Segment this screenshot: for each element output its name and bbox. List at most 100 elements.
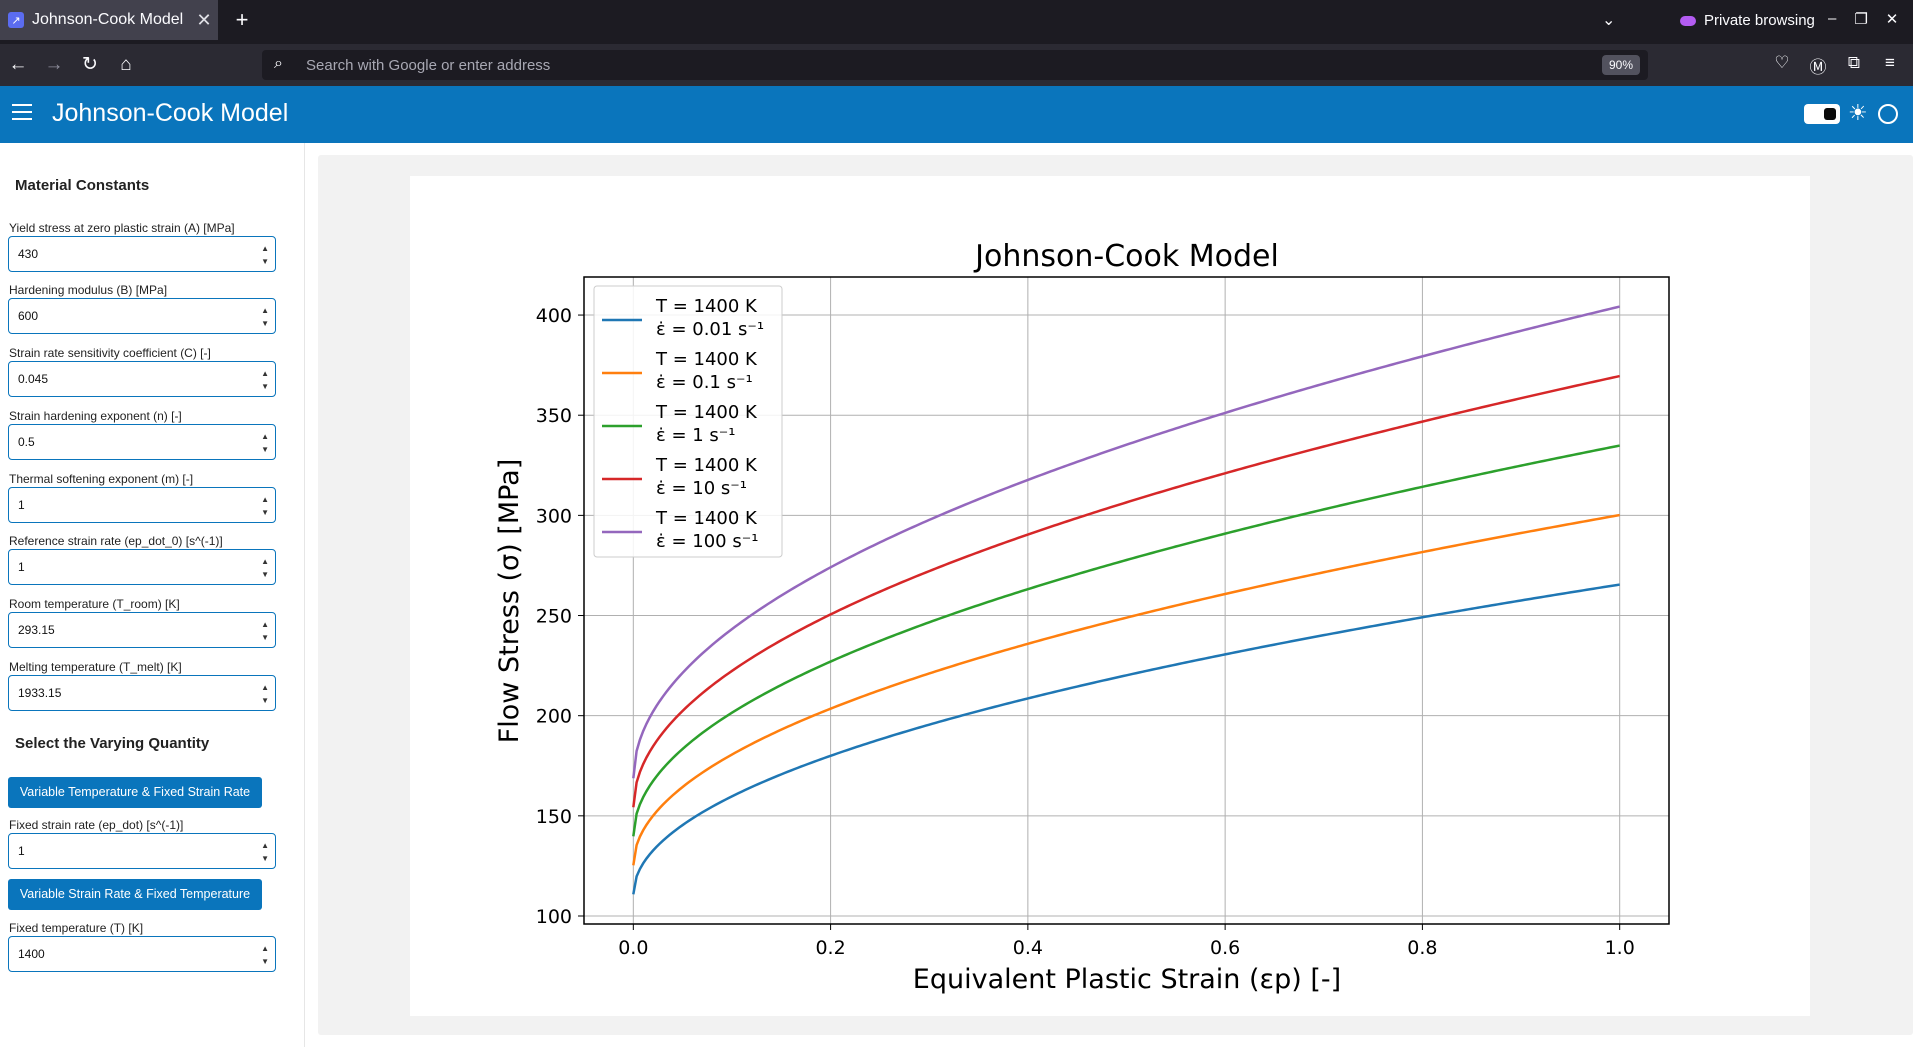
chart-title: Johnson-Cook Model — [973, 239, 1279, 274]
search-icon: ⌕ — [274, 55, 283, 72]
y-tick-label: 150 — [536, 806, 572, 828]
x-tick-label: 0.6 — [1210, 937, 1240, 959]
field-label-A: Yield stress at zero plastic strain (A) … — [9, 221, 235, 235]
spinner-icon[interactable]: ▲ ▼ — [261, 841, 269, 863]
forward-icon[interactable]: → — [44, 54, 64, 75]
y-axis-label: Flow Stress (σ) [MPa] — [494, 459, 525, 744]
y-tick-label: 350 — [536, 405, 572, 427]
input-value: 1 — [18, 844, 25, 858]
input-value: 293.15 — [18, 623, 55, 637]
x-axis-label: Equivalent Plastic Strain (εp) [-] — [913, 964, 1341, 995]
private-mask-icon — [1680, 15, 1696, 26]
pocket-icon[interactable]: ♡ — [1774, 53, 1790, 72]
y-tick-label: 400 — [536, 305, 572, 327]
browser-tab[interactable]: ↗ Johnson-Cook Model ✕ — [0, 0, 218, 40]
field-label-fixed-temp: Fixed temperature (T) [K] — [9, 921, 144, 935]
app-header: Johnson-Cook Model ☀ — [0, 86, 1913, 143]
zoom-level[interactable]: 90% — [1601, 55, 1640, 75]
y-tick-label: 250 — [536, 606, 572, 628]
legend-label: T = 1400 K — [655, 349, 758, 370]
spinner-icon[interactable]: ▲ ▼ — [261, 620, 269, 642]
circle-icon[interactable] — [1878, 104, 1898, 124]
hamburger-icon[interactable] — [12, 104, 32, 120]
plot-frame — [583, 276, 1670, 925]
field-label-n: Strain hardening exponent (n) [-] — [9, 409, 182, 423]
input-value: 0.045 — [18, 372, 49, 386]
reference-rate-input[interactable]: 1 ▲ ▼ — [8, 549, 276, 585]
chevron-down-icon[interactable]: ⌄ — [1602, 12, 1616, 29]
variable-strain-rate-button[interactable]: Variable Strain Rate & Fixed Temperature — [8, 879, 262, 910]
y-tick-label: 300 — [536, 505, 572, 527]
browser-tab-bar: ↗ Johnson-Cook Model ✕ + ⌄ Private brows… — [0, 0, 1913, 44]
restore-icon[interactable]: ❐ — [1854, 11, 1868, 28]
legend-label: T = 1400 K — [655, 455, 758, 476]
home-icon[interactable]: ⌂ — [120, 54, 132, 75]
strain-rate-coeff-input[interactable]: 0.045 ▲ ▼ — [8, 361, 276, 397]
legend-label: T = 1400 K — [655, 508, 758, 529]
spinner-icon[interactable]: ▲ ▼ — [261, 369, 269, 391]
varying-quantity-title: Select the Varying Quantity — [15, 735, 210, 752]
sun-icon[interactable]: ☀ — [1848, 100, 1868, 125]
field-label-fixed-rate: Fixed strain rate (ep_dot) [s^(-1)] — [9, 818, 184, 832]
legend-label: T = 1400 K — [655, 296, 758, 317]
chart-series — [632, 305, 1620, 895]
extensions-icon[interactable]: ⧉ — [1847, 53, 1861, 72]
x-tick-label: 0.8 — [1407, 937, 1437, 959]
url-bar[interactable]: ⌕ 90% — [262, 50, 1648, 80]
input-value: 0.5 — [18, 435, 35, 449]
johnson-cook-chart: Johnson-Cook Model 0.0 0.2 0.4 0.6 0.8 1.0 100… — [494, 239, 1670, 995]
legend-label: ε̇ = 1 s⁻¹ — [656, 425, 736, 446]
hardening-modulus-input[interactable]: 600 ▲ ▼ — [8, 298, 276, 334]
series-line — [632, 305, 1620, 779]
tab-title: Johnson-Cook Model — [32, 11, 184, 28]
legend-label: ε̇ = 10 s⁻¹ — [656, 478, 747, 499]
sidebar: Material Constants Yield stress at zero … — [0, 143, 305, 1047]
field-label-B: Hardening modulus (B) [MPa] — [9, 283, 168, 297]
theme-toggle[interactable] — [1804, 104, 1840, 124]
input-value: 600 — [18, 309, 39, 323]
legend-label: ε̇ = 0.1 s⁻¹ — [656, 372, 753, 393]
series-line — [632, 374, 1620, 808]
fixed-strain-rate-input[interactable]: 1 ▲ ▼ — [8, 833, 276, 869]
account-icon[interactable]: Ⓜ — [1809, 58, 1827, 77]
spinner-icon[interactable]: ▲ ▼ — [261, 683, 269, 705]
spinner-icon[interactable]: ▲ ▼ — [261, 557, 269, 579]
url-input[interactable] — [306, 54, 1506, 76]
tab-close-icon[interactable]: ✕ — [196, 9, 212, 30]
menu-icon[interactable]: ≡ — [1885, 53, 1895, 72]
thermal-exponent-input[interactable]: 1 ▲ ▼ — [8, 487, 276, 523]
spinner-icon[interactable]: ▲ ▼ — [261, 306, 269, 328]
field-label-C: Strain rate sensitivity coefficient (C) … — [9, 346, 211, 360]
input-value: 430 — [18, 247, 39, 261]
chart-grid — [584, 277, 1669, 924]
browser-nav-bar: ← → ↻ ⌂ ⌕ 90% ♡ Ⓜ ⧉ ≡ — [0, 44, 1913, 86]
private-browsing-indicator: Private browsing — [1680, 12, 1815, 29]
input-value: 1400 — [18, 947, 45, 961]
field-label-T-melt: Melting temperature (T_melt) [K] — [9, 660, 182, 674]
app-title: Johnson-Cook Model — [52, 99, 289, 127]
legend-label: ε̇ = 100 s⁻¹ — [656, 531, 758, 552]
reload-icon[interactable]: ↻ — [82, 54, 98, 75]
private-browsing-label: Private browsing — [1704, 12, 1815, 29]
yield-stress-input[interactable]: 430 ▲ ▼ — [8, 236, 276, 272]
legend-label: T = 1400 K — [655, 402, 758, 423]
melt-temp-input[interactable]: 1933.15 ▲ ▼ — [8, 675, 276, 711]
spinner-icon[interactable]: ▲ ▼ — [261, 495, 269, 517]
back-icon[interactable]: ← — [8, 54, 28, 75]
y-tick-label: 200 — [536, 706, 572, 728]
room-temp-input[interactable]: 293.15 ▲ ▼ — [8, 612, 276, 648]
close-window-icon[interactable]: ✕ — [1885, 11, 1899, 28]
window-controls: – ❐ ✕ — [1828, 10, 1898, 28]
input-value: 1 — [18, 498, 25, 512]
variable-temperature-button[interactable]: Variable Temperature & Fixed Strain Rate — [8, 777, 262, 808]
new-tab-icon[interactable]: + — [235, 7, 249, 32]
fixed-temperature-input[interactable]: 1400 ▲ ▼ — [8, 936, 276, 972]
input-value: 1933.15 — [18, 686, 62, 700]
series-line — [632, 513, 1620, 866]
hardening-exponent-input[interactable]: 0.5 ▲ ▼ — [8, 424, 276, 460]
spinner-icon[interactable]: ▲ ▼ — [261, 432, 269, 454]
series-line — [632, 583, 1620, 895]
spinner-icon[interactable]: ▲ ▼ — [261, 244, 269, 266]
spinner-icon[interactable]: ▲ ▼ — [261, 944, 269, 966]
minimize-icon[interactable]: – — [1828, 10, 1837, 27]
